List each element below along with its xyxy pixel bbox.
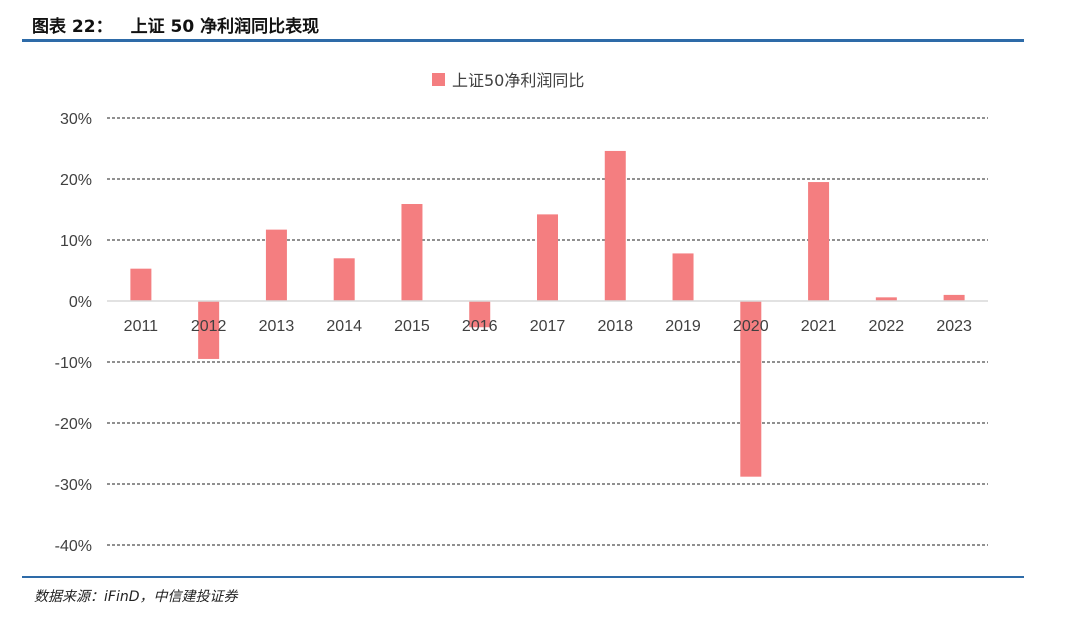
source-note: 数据来源：iFinD，中信建投证券 bbox=[34, 589, 238, 605]
x-tick-label: 2016 bbox=[462, 318, 498, 335]
header-divider bbox=[22, 39, 1024, 42]
x-tick-label: 2018 bbox=[597, 318, 633, 335]
figure-label: 图表 22： bbox=[32, 17, 113, 37]
bar bbox=[130, 268, 152, 301]
y-tick-label: 0% bbox=[69, 294, 92, 311]
bar bbox=[198, 301, 220, 359]
x-tick-label: 2023 bbox=[936, 318, 972, 335]
x-tick-label: 2012 bbox=[191, 318, 227, 335]
y-tick-label: -30% bbox=[55, 477, 92, 494]
bar bbox=[808, 182, 830, 301]
bar bbox=[875, 297, 897, 301]
x-tick-label: 2011 bbox=[124, 318, 159, 335]
chart-area: 30% 20% 10% 0% -10% -20% -30% -40% 2011 2012 2013 2… bbox=[0, 50, 1080, 570]
x-tick-label: 2014 bbox=[326, 318, 362, 335]
figure-title-text: 上证 50 净利润同比表现 bbox=[130, 17, 320, 37]
y-tick-label: -10% bbox=[55, 355, 92, 372]
y-tick-label: 30% bbox=[60, 111, 92, 128]
bar bbox=[740, 301, 762, 477]
x-tick-label: 2015 bbox=[394, 318, 430, 335]
y-tick-label: -40% bbox=[55, 538, 92, 555]
bar bbox=[943, 294, 965, 301]
figure-header: 图表 22： 上证 50 净利润同比表现 bbox=[22, 8, 1024, 42]
bar bbox=[333, 258, 355, 301]
x-tick-label: 2020 bbox=[733, 318, 769, 335]
x-tick-label: 2021 bbox=[801, 318, 837, 335]
y-tick-label: -20% bbox=[55, 416, 92, 433]
legend-swatch bbox=[432, 73, 445, 86]
bar bbox=[604, 150, 626, 301]
y-tick-label: 20% bbox=[60, 172, 92, 189]
figure-title: 图表 22： 上证 50 净利润同比表现 bbox=[32, 12, 319, 37]
legend-label: 上证50净利润同比 bbox=[452, 71, 584, 90]
x-tick-label: 2017 bbox=[530, 318, 566, 335]
bar bbox=[469, 301, 491, 328]
bar bbox=[265, 229, 287, 301]
bar bbox=[672, 253, 694, 301]
footer-divider bbox=[22, 576, 1024, 578]
x-tick-label: 2013 bbox=[259, 318, 295, 335]
x-tick-label: 2022 bbox=[869, 318, 905, 335]
bar bbox=[401, 204, 423, 301]
bar bbox=[537, 214, 558, 301]
y-tick-label: 10% bbox=[60, 233, 92, 250]
bar-chart: 30% 20% 10% 0% -10% -20% -30% -40% 2011 2012 2013 2… bbox=[55, 71, 988, 555]
x-tick-label: 2019 bbox=[665, 318, 701, 335]
